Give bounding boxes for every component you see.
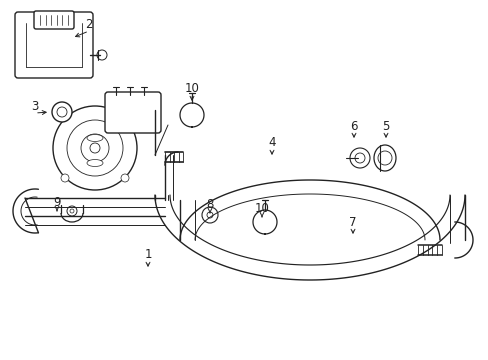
Text: 10: 10 [254, 202, 269, 215]
Circle shape [57, 107, 67, 117]
Circle shape [202, 207, 218, 223]
Circle shape [206, 212, 213, 218]
Text: 6: 6 [349, 120, 357, 132]
Text: 1: 1 [144, 248, 151, 261]
FancyBboxPatch shape [34, 11, 74, 29]
Text: 9: 9 [53, 195, 61, 208]
Text: 4: 4 [268, 136, 275, 149]
Ellipse shape [87, 135, 103, 141]
Circle shape [377, 151, 391, 165]
Circle shape [53, 106, 137, 190]
Circle shape [90, 143, 100, 153]
Circle shape [121, 174, 129, 182]
Circle shape [354, 153, 364, 163]
Text: 8: 8 [206, 198, 213, 211]
Ellipse shape [373, 145, 395, 171]
Circle shape [67, 120, 123, 176]
Circle shape [52, 102, 72, 122]
FancyBboxPatch shape [105, 92, 161, 133]
Circle shape [70, 209, 74, 213]
Text: 10: 10 [184, 81, 199, 94]
FancyBboxPatch shape [15, 12, 93, 78]
Circle shape [97, 50, 107, 60]
Circle shape [67, 206, 77, 216]
Text: 2: 2 [85, 18, 93, 31]
Text: 5: 5 [382, 120, 389, 132]
Circle shape [349, 148, 369, 168]
Text: 3: 3 [31, 100, 39, 113]
Circle shape [81, 134, 109, 162]
Circle shape [61, 174, 69, 182]
Ellipse shape [87, 159, 103, 166]
Text: 7: 7 [348, 216, 356, 229]
